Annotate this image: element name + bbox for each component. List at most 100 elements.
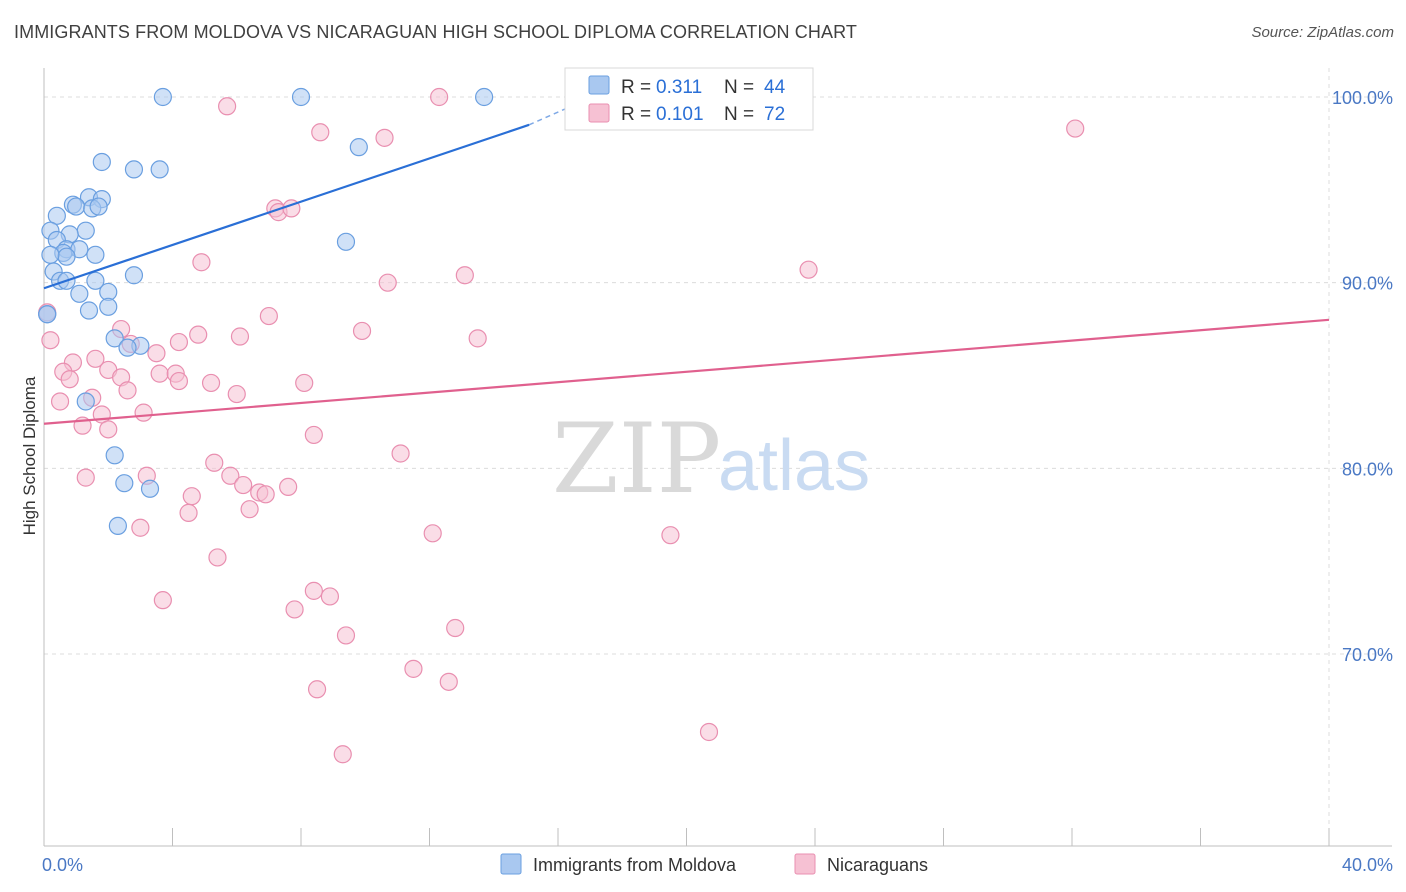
series-legend: Immigrants from Moldova Nicaraguans: [500, 853, 928, 875]
nicaraguan-point: [131, 518, 150, 537]
nicaraguan-point: [378, 273, 397, 292]
moldova-point: [41, 245, 60, 264]
nicaraguan-point: [423, 524, 442, 543]
moldova-point: [76, 221, 95, 240]
nicaraguan-point: [259, 306, 278, 326]
legend-r-value-blue: 0.311: [656, 77, 702, 98]
nicaraguan-trend-line: [43, 318, 1330, 425]
x-tick-label: 0.0%: [42, 855, 83, 875]
nicaraguan-point: [446, 618, 465, 638]
y-tick-label: 80.0%: [1342, 459, 1393, 479]
nicaraguan-point: [153, 591, 172, 610]
source-label: Source: ZipAtlas.com: [1251, 24, 1394, 41]
moldova-point: [57, 247, 76, 266]
moldova-point: [89, 197, 108, 216]
moldova-point: [105, 329, 124, 348]
moldova-point: [76, 392, 95, 411]
series-legend-swatch-pink: [794, 853, 816, 875]
nicaraguan-point: [41, 331, 60, 350]
moldova-point: [99, 297, 118, 316]
legend-n-label: N =: [724, 104, 754, 125]
moldova-point: [67, 197, 86, 216]
nicaraguan-point: [404, 659, 423, 678]
y-tick-label: 100.0%: [1332, 88, 1393, 108]
nicaraguan-point: [391, 444, 410, 463]
nicaraguan-point: [234, 475, 253, 495]
series-legend-nicaraguans: Nicaraguans: [827, 855, 928, 875]
moldova-point: [153, 87, 172, 107]
moldova-point: [124, 266, 144, 285]
nicaraguan-point: [304, 581, 323, 600]
nicaraguan-point: [439, 672, 458, 691]
tick-labels: 70.0% 80.0% 90.0% 100.0% 0.0% 40.0%: [42, 88, 1393, 875]
nicaraguan-point: [285, 600, 304, 619]
y-axis-title: High School Diploma: [20, 376, 39, 535]
nicaraguan-point: [205, 453, 224, 472]
nicaraguan-point: [230, 327, 250, 346]
nicaraguan-point: [240, 500, 259, 519]
legend-r-label: R =: [621, 77, 651, 98]
nicaraguan-point: [1066, 119, 1085, 138]
watermark-zip: ZIP: [552, 403, 721, 515]
moldova-point: [79, 301, 99, 320]
nicaraguan-point: [311, 123, 330, 142]
y-tick-label: 70.0%: [1342, 645, 1393, 665]
nicaraguan-point: [86, 349, 105, 368]
legend-n-value-pink: 72: [764, 104, 785, 125]
nicaraguan-point: [455, 266, 474, 285]
moldova-point: [38, 305, 57, 324]
nicaraguan-point: [208, 548, 227, 567]
nicaraguan-point: [320, 587, 340, 606]
legend-n-value-blue: 44: [764, 77, 786, 98]
nicaraguan-point: [375, 128, 394, 147]
nicaraguan-point: [60, 370, 79, 389]
y-tick-label: 90.0%: [1342, 274, 1393, 294]
nicaraguan-point: [50, 392, 70, 411]
moldova-point: [291, 87, 311, 107]
nicaraguan-point: [256, 485, 275, 504]
moldova-point: [124, 160, 144, 179]
moldova-point: [118, 338, 137, 357]
series-legend-swatch-blue: [500, 853, 522, 875]
chart-title: IMMIGRANTS FROM MOLDOVA VS NICARAGUAN HI…: [14, 22, 857, 42]
nicaraguan-point: [189, 325, 208, 344]
nicaraguan-point: [218, 97, 237, 116]
nicaraguan-point: [76, 468, 95, 487]
nicaraguan-point: [179, 503, 198, 522]
moldova-point: [86, 245, 105, 264]
trend-lines: [43, 100, 1330, 425]
axes: [43, 68, 1392, 847]
moldova-point: [105, 446, 124, 465]
nicaraguan-point: [295, 373, 314, 393]
x-tick-label: 40.0%: [1342, 855, 1393, 875]
nicaraguan-point: [279, 477, 298, 496]
nicaraguan-point: [661, 526, 680, 545]
moldova-point: [150, 160, 169, 179]
nicaraguan-point: [169, 332, 189, 352]
nicaraguan-point: [227, 384, 246, 404]
legend-n-label: N =: [724, 77, 754, 98]
nicaraguan-point: [147, 344, 166, 363]
nicaraguan-point: [221, 466, 240, 485]
grid-lines: [44, 68, 1392, 846]
nicaraguan-point: [169, 371, 189, 391]
nicaraguan-point: [99, 420, 118, 439]
moldova-point: [108, 516, 127, 535]
moldova-point: [349, 138, 368, 157]
nicaraguan-point: [333, 745, 352, 764]
correlation-legend: R = 0.311 N = 44 R = 0.101 N = 72: [564, 67, 814, 131]
nicaraguan-point: [430, 87, 449, 107]
legend-swatch-blue: [588, 75, 610, 95]
moldova-point: [70, 284, 89, 303]
nicaraguan-point: [307, 680, 327, 699]
nicaraguan-point: [304, 425, 323, 445]
nicaraguan-point: [699, 722, 719, 742]
watermark: ZIP atlas: [552, 403, 870, 515]
nicaraguan-point: [336, 626, 356, 645]
watermark-atlas: atlas: [718, 426, 870, 506]
nicaraguan-point: [799, 260, 818, 279]
nicaraguan-point: [182, 487, 201, 506]
moldova-points: [38, 87, 494, 535]
nicaraguan-point: [192, 253, 211, 272]
